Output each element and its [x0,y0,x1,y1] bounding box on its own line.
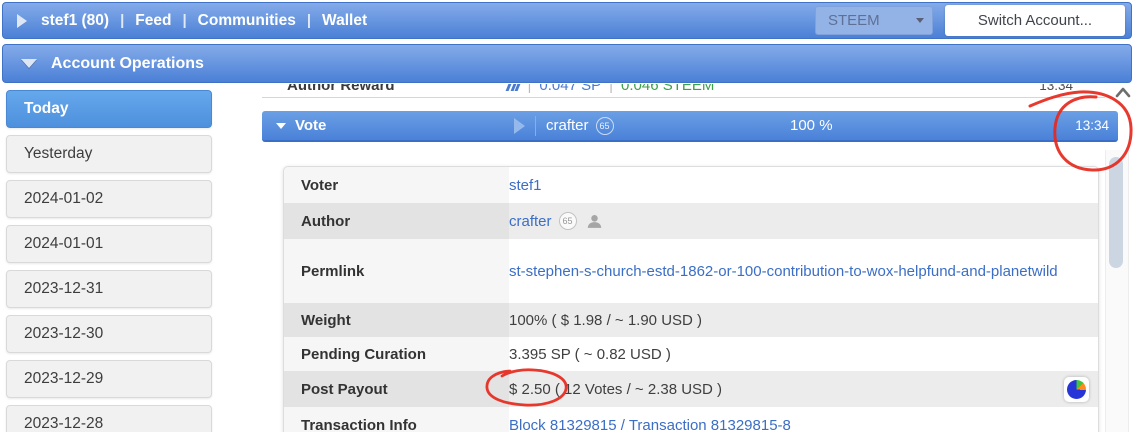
vote-timestamp: 13:34 [1075,118,1109,133]
row-label: Weight [284,303,509,337]
dropdown-arrow-icon [916,18,924,23]
sidebar-item-date[interactable]: 2024-01-02 [6,180,212,218]
table-row-post-payout: Post Payout $ 2.50 ( 12 Votes / ~ 2.38 U… [284,371,1098,407]
sidebar-item-today[interactable]: Today [6,90,212,128]
nav-separator: | [182,12,187,29]
nav-separator: | [306,12,312,29]
reputation-badge: 65 [558,212,577,230]
row-label: Permlink [284,239,509,303]
transaction-link[interactable]: Block 81329815 / Transaction 81329815-8 [509,416,791,432]
date-sidebar: Today Yesterday 2024-01-02 2024-01-01 20… [6,90,212,432]
section-title: Account Operations [51,54,204,72]
value-separator: | [609,84,614,94]
goto-post-play-icon[interactable] [514,118,525,134]
vote-weight: 100 % [790,117,833,134]
sidebar-item-date[interactable]: 2023-12-30 [6,315,212,353]
table-row-weight: Weight 100% ( $ 1.98 / ~ 1.90 USD ) [284,303,1098,337]
post-payout-value: $ 2.50 ( 12 Votes / ~ 2.38 USD ) [509,380,723,398]
row-label: Transaction Info [284,407,509,432]
row-label: Voter [284,167,509,203]
sidebar-item-date[interactable]: 2023-12-31 [6,270,212,308]
expander-play-icon[interactable] [17,13,27,28]
vote-details-card: Voter stef1 Author crafter 65 Permlink s… [283,166,1099,432]
value-separator: | [527,84,532,94]
table-row-author: Author crafter 65 [284,203,1098,239]
table-row-voter: Voter stef1 [284,167,1098,203]
row-timestamp: 13:34 [1039,84,1073,93]
nav-item-wallet[interactable]: Wallet [322,11,368,29]
collapse-down-icon [276,123,286,129]
table-row-transaction-info: Transaction Info Block 81329815 / Transa… [284,407,1098,432]
table-row-pending-curation: Pending Curation 3.395 SP ( ~ 0.82 USD ) [284,337,1098,371]
sidebar-item-date[interactable]: 2024-01-01 [6,225,212,263]
switch-account-button[interactable]: Switch Account... [945,5,1125,36]
vote-operation-header[interactable]: Vote crafter 65 100 % 13:34 [262,111,1118,142]
author-reward-row-clipped[interactable]: Author Reward | 0.047 SP | 0.046 STEEM 1… [262,84,1105,98]
vote-op-title: Vote [295,117,327,134]
nav-separator: | [120,12,125,29]
weight-value: 100% ( $ 1.98 / ~ 1.90 USD ) [509,311,703,329]
vote-slider-icon [505,84,522,91]
scrollbar-thumb[interactable] [1109,157,1123,268]
account-name-link[interactable]: stef1 (80) [41,11,110,29]
permlink-link[interactable]: st-stephen-s-church-estd-1862-or-100-con… [509,262,1058,280]
nav-item-feed[interactable]: Feed [135,11,172,29]
currency-dropdown-value: STEEM [828,12,880,29]
sp-amount: 0.047 SP [539,84,602,94]
top-navigation-bar: stef1 (80) | Feed | Communities | Wallet… [2,2,1132,39]
currency-dropdown[interactable]: STEEM [815,6,933,35]
author-link[interactable]: crafter [509,212,552,230]
pie-chart-icon[interactable] [1064,376,1089,402]
row-label: Post Payout [284,371,509,407]
sidebar-item-date[interactable]: 2023-12-29 [6,360,212,398]
vote-author-link[interactable]: crafter 65 [546,117,614,135]
reputation-badge: 65 [595,117,614,135]
divider [535,116,536,136]
sidebar-item-date[interactable]: 2023-12-28 [6,405,212,432]
collapse-down-icon [21,59,37,68]
pending-curation-value: 3.395 SP ( ~ 0.82 USD ) [509,345,671,363]
voter-link[interactable]: stef1 [509,176,542,194]
steem-amount: 0.046 STEEM [621,84,715,94]
row-label: Author [284,203,509,239]
person-icon[interactable] [586,213,603,230]
sidebar-item-yesterday[interactable]: Yesterday [6,135,212,173]
table-row-permlink: Permlink st-stephen-s-church-estd-1862-o… [284,239,1098,303]
scroll-up-arrow-icon[interactable] [1114,85,1132,101]
account-operations-header[interactable]: Account Operations [2,44,1132,83]
nav-item-communities[interactable]: Communities [197,11,296,29]
row-label: Pending Curation [284,337,509,371]
author-reward-label: Author Reward [287,84,395,94]
